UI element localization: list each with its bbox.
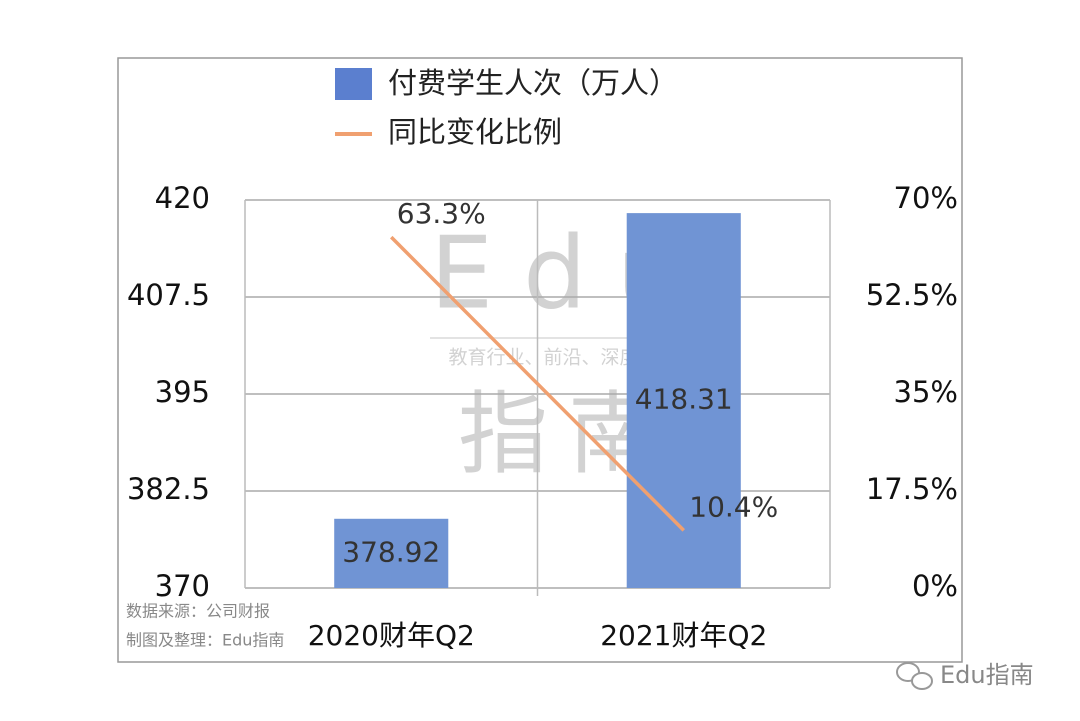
legend-swatch [335,68,372,100]
wechat-icon [911,672,933,690]
data-label: 378.92 [342,535,440,568]
data-label: 10.4% [689,490,778,523]
y2-tick-label: 17.5% [866,472,958,506]
footer: Edu指南 [896,661,1034,690]
chart-frame [117,57,963,663]
footer-text: Edu指南 [940,661,1034,689]
x-tick-label: 2021财年Q2 [600,619,767,652]
y2-tick-label: 52.5% [866,278,958,312]
y2-tick-label: 35% [894,375,958,409]
legend-label: 同比变化比例 [388,115,562,149]
y-tick-label: 395 [155,375,210,409]
y-tick-label: 407.5 [127,278,210,312]
y-tick-label: 420 [155,181,210,215]
y-tick-label: 382.5 [127,472,210,506]
data-label: 63.3% [397,197,486,230]
legend-label: 付费学生人次（万人） [388,66,678,100]
y-tick-label: 370 [155,569,210,603]
x-tick-label: 2020财年Q2 [308,619,475,652]
data-label: 418.31 [635,383,733,416]
bar [334,518,449,588]
line [390,235,685,532]
bar [626,213,741,589]
source-note: 制图及整理：Edu指南 [126,631,284,650]
wechat-icon [896,662,920,682]
y2-tick-label: 0% [912,569,958,603]
source-note: 数据来源：公司财报 [126,602,270,621]
y2-tick-label: 70% [894,181,958,215]
